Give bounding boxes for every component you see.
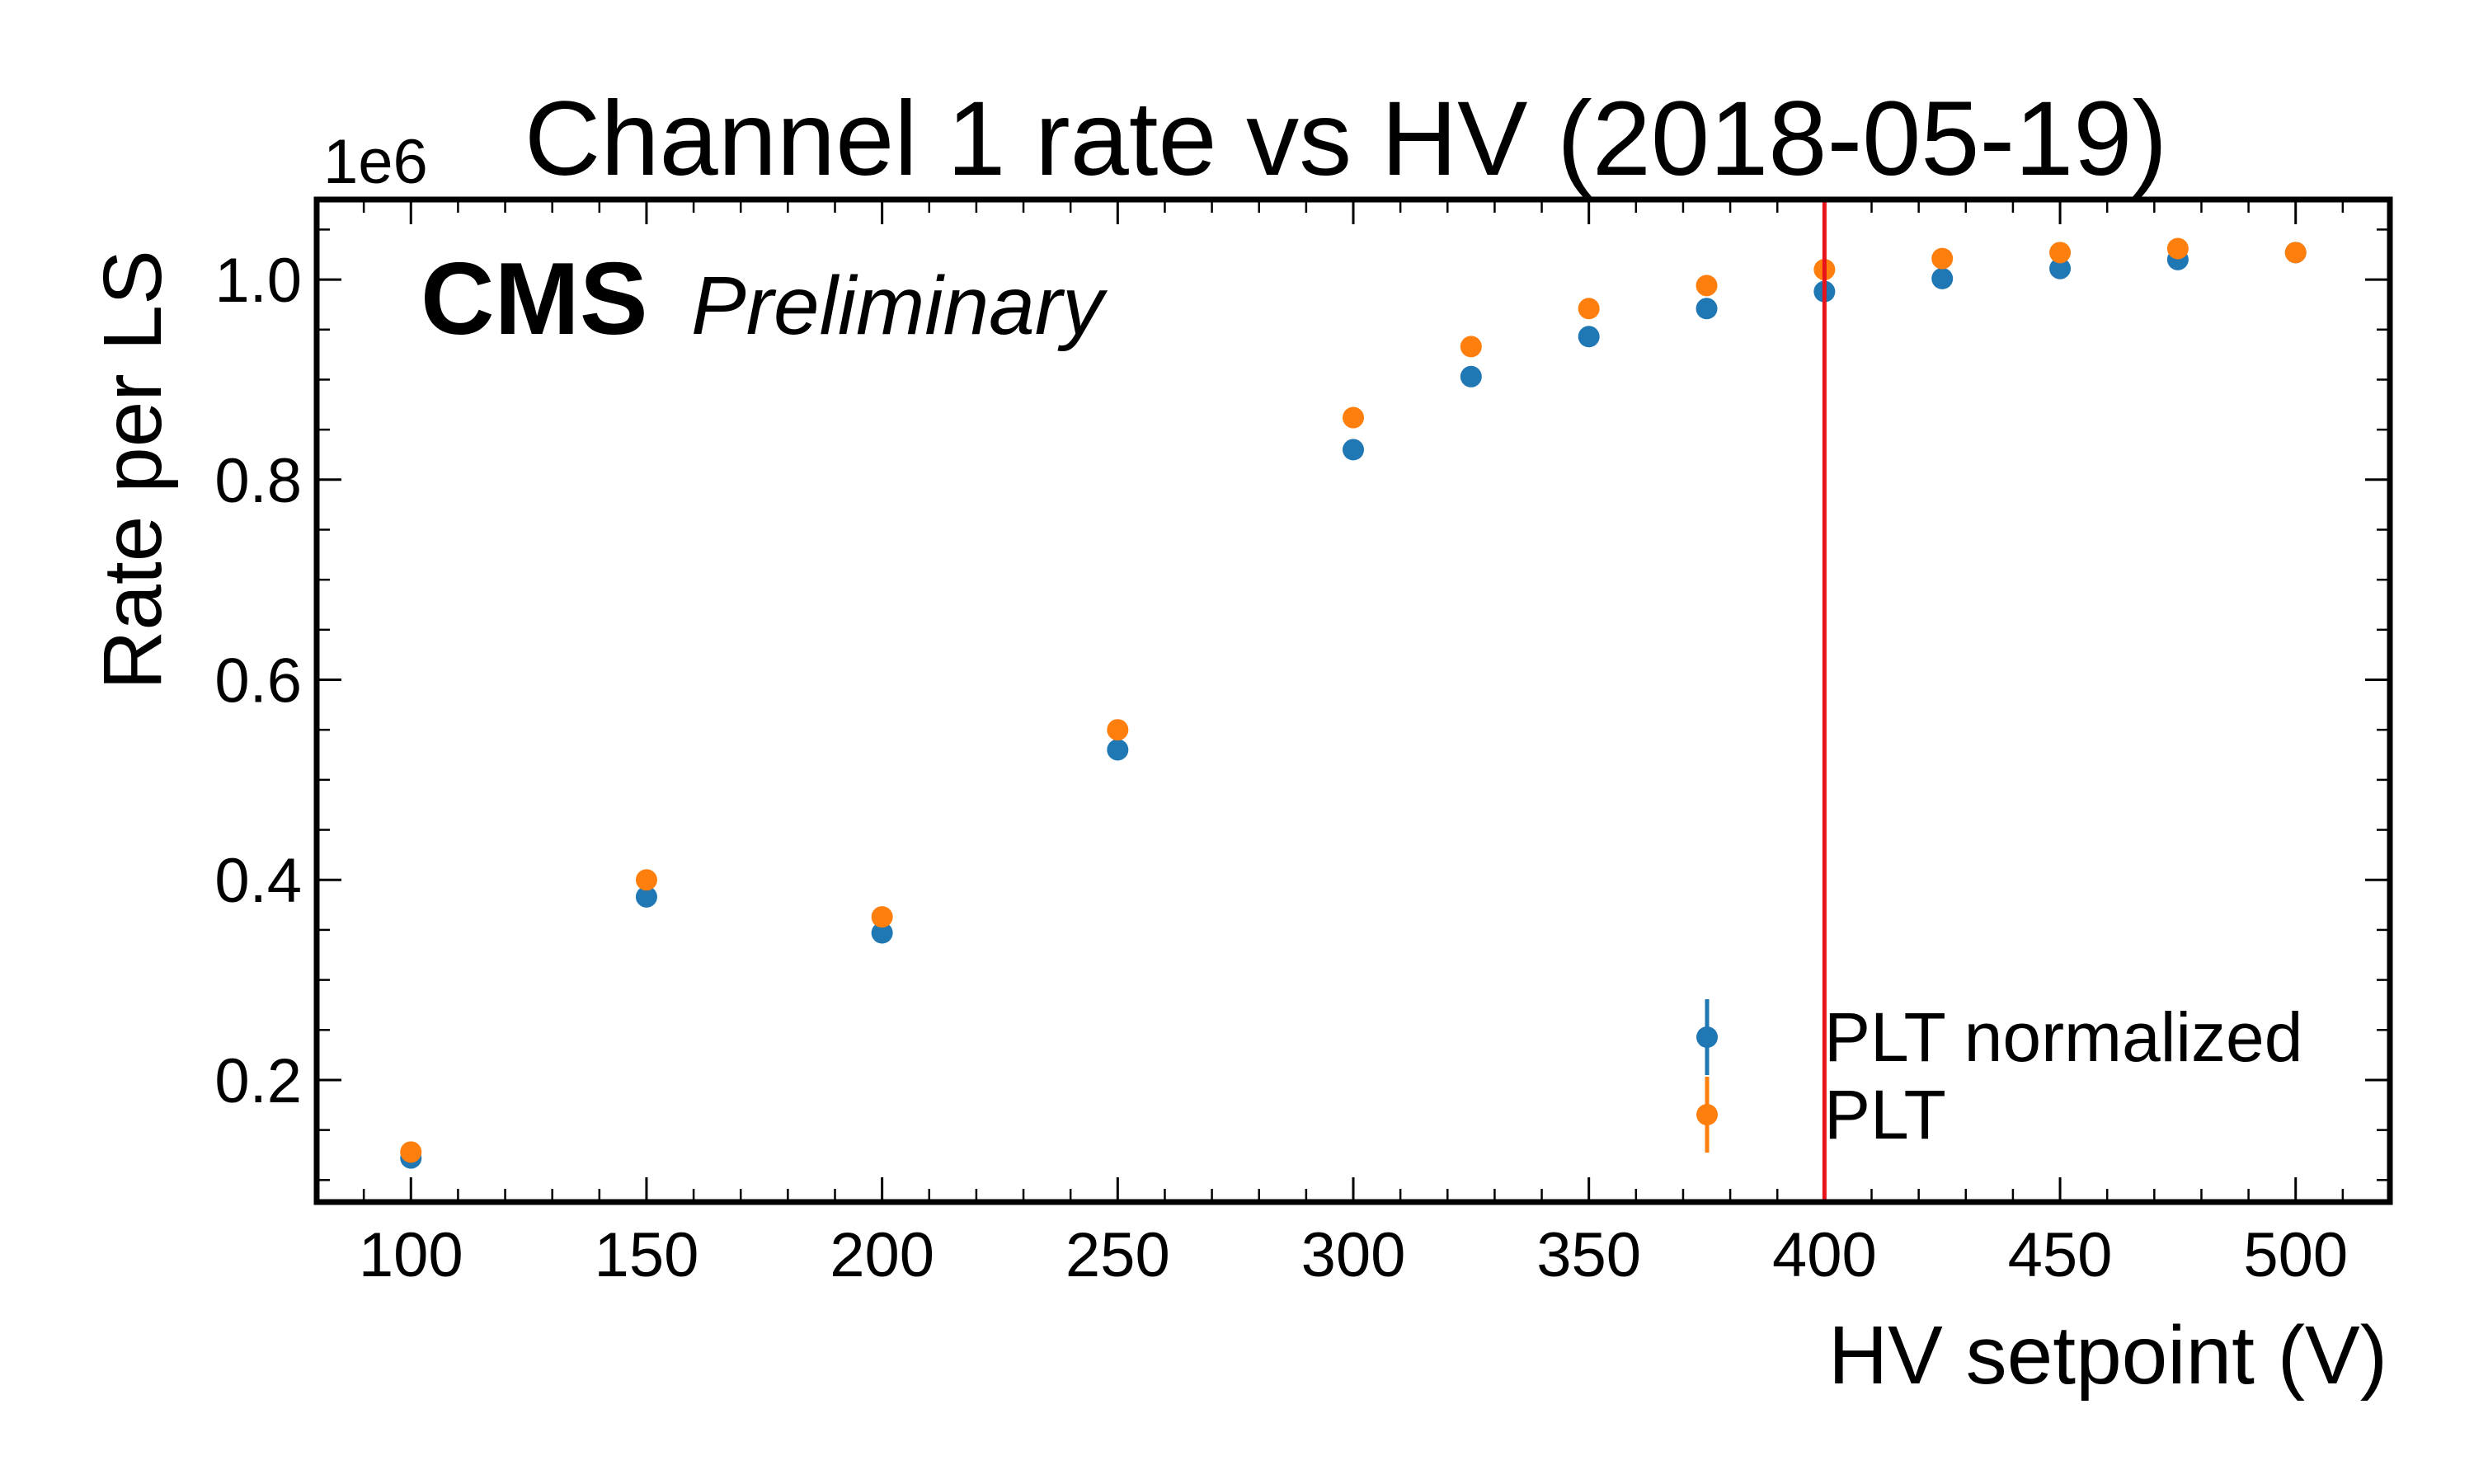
legend-marker bbox=[1696, 1026, 1718, 1048]
point-series-1 bbox=[1578, 298, 1600, 320]
data-points bbox=[400, 237, 2307, 1169]
x-tick-label: 500 bbox=[2243, 1220, 2348, 1290]
y-tick-label: 0.4 bbox=[214, 846, 302, 916]
y-ticks: 0.2 0.4 0.6 0.8 1.0 bbox=[214, 228, 2390, 1181]
point-series-0 bbox=[1107, 739, 1129, 761]
legend-item-0: PLT normalized bbox=[1696, 998, 2303, 1076]
legend-label: PLT bbox=[1824, 1076, 1946, 1153]
legend-marker bbox=[1696, 1104, 1718, 1125]
x-tick-label: 450 bbox=[2008, 1220, 2113, 1290]
point-series-0 bbox=[2049, 257, 2072, 279]
point-series-0 bbox=[1931, 267, 1954, 289]
point-series-0 bbox=[1696, 298, 1718, 320]
point-series-0 bbox=[1460, 365, 1482, 387]
x-tick-label: 300 bbox=[1301, 1220, 1406, 1290]
point-series-1 bbox=[2284, 242, 2307, 264]
legend-label: PLT normalized bbox=[1824, 998, 2303, 1076]
point-series-1 bbox=[1696, 275, 1718, 297]
point-series-1 bbox=[1343, 406, 1364, 429]
x-tick-label: 200 bbox=[830, 1220, 934, 1290]
x-tick-label: 150 bbox=[595, 1220, 699, 1290]
point-series-1 bbox=[1107, 719, 1129, 741]
cms-label: CMS Preliminary bbox=[421, 242, 1108, 356]
x-tick-label: 100 bbox=[359, 1220, 463, 1290]
point-series-1 bbox=[400, 1141, 422, 1163]
chart-title: Channel 1 rate vs HV (2018-05-19) bbox=[524, 80, 2167, 198]
point-series-1 bbox=[1460, 336, 1482, 358]
point-series-0 bbox=[1343, 439, 1364, 461]
y-tick-label: 0.8 bbox=[214, 446, 302, 516]
point-series-0 bbox=[635, 885, 657, 908]
point-series-0 bbox=[871, 922, 893, 944]
point-series-1 bbox=[635, 869, 657, 891]
legend-item-1: PLT bbox=[1696, 1076, 1946, 1153]
y-tick-label: 1.0 bbox=[214, 246, 302, 316]
point-series-1 bbox=[2166, 237, 2189, 260]
plot-frame bbox=[313, 196, 2393, 1205]
y-axis-label: Rate per LS bbox=[87, 250, 179, 690]
point-series-1 bbox=[2049, 242, 2072, 264]
y-tick-label: 0.2 bbox=[214, 1046, 302, 1116]
x-tick-label: 400 bbox=[1772, 1220, 1877, 1290]
x-axis-label: HV setpoint (V) bbox=[1828, 1309, 2387, 1402]
point-series-0 bbox=[1578, 326, 1600, 348]
point-series-1 bbox=[1931, 247, 1954, 270]
x-ticks: 100 150 200 250 300 350 400 450 500 bbox=[359, 200, 2348, 1290]
cms-label-italic: Preliminary bbox=[691, 260, 1108, 352]
x-tick-label: 350 bbox=[1536, 1220, 1641, 1290]
y-offset-label: 1e6 bbox=[323, 127, 428, 197]
x-tick-label: 250 bbox=[1065, 1220, 1170, 1290]
point-series-1 bbox=[871, 906, 893, 928]
y-tick-label: 0.6 bbox=[214, 646, 302, 716]
cms-label-bold: CMS bbox=[421, 242, 648, 356]
